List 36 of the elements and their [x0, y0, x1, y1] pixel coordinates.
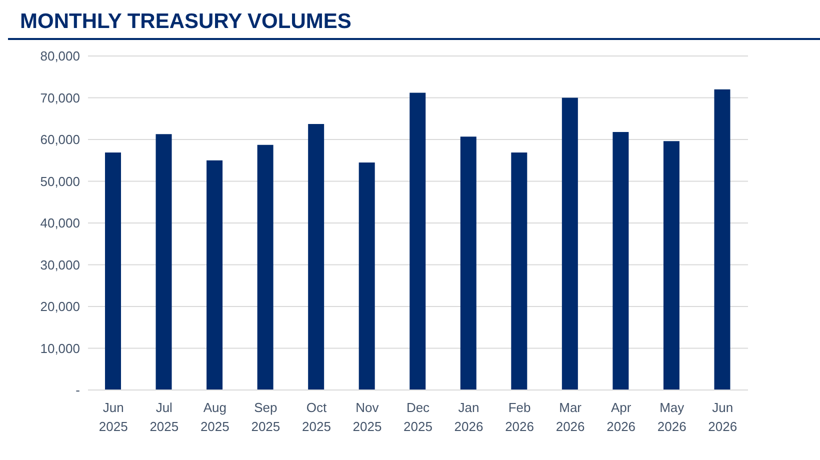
y-tick-label: - [76, 382, 80, 398]
bar [358, 162, 375, 390]
bar [105, 152, 121, 390]
y-tick-label: 40,000 [40, 216, 80, 231]
x-tick-label: Jan 2026 [454, 400, 484, 434]
x-tick-label: Sep 2025 [251, 400, 280, 434]
bar [511, 152, 528, 390]
y-tick-label: 50,000 [40, 174, 80, 189]
x-tick-label: Jun 2025 [98, 400, 128, 434]
x-tick-label: Oct 2025 [302, 400, 331, 434]
bar [612, 132, 629, 390]
y-tick-label: 70,000 [40, 90, 80, 106]
x-tick-label: Jun 2026 [708, 400, 738, 434]
x-tick-label: Aug 2025 [200, 400, 230, 434]
x-tick-label: May 2026 [657, 400, 686, 434]
y-tick-label: 60,000 [40, 132, 80, 148]
bar [206, 160, 223, 390]
x-tick-label: Nov 2025 [352, 400, 382, 434]
bar [714, 89, 730, 390]
bar [156, 134, 172, 390]
x-tick-label: Jul 2025 [150, 400, 179, 434]
bar [663, 141, 680, 390]
bar [460, 136, 476, 390]
bar [257, 144, 274, 390]
x-tick-label: Feb 2026 [505, 400, 534, 434]
bar [308, 124, 324, 390]
y-tick-label: 80,000 [40, 48, 80, 64]
bar [410, 92, 426, 390]
y-tick-label: 10,000 [40, 340, 80, 356]
x-tick-label: Dec 2025 [404, 400, 432, 434]
bar [562, 98, 578, 390]
y-tick-label: 20,000 [40, 299, 80, 314]
y-tick-label: 30,000 [40, 257, 80, 272]
x-tick-label: Apr 2026 [606, 400, 636, 434]
chart-title: MONTHLY TREASURY VOLUMES [8, 8, 820, 40]
x-tick-label: Mar 2026 [556, 400, 585, 434]
